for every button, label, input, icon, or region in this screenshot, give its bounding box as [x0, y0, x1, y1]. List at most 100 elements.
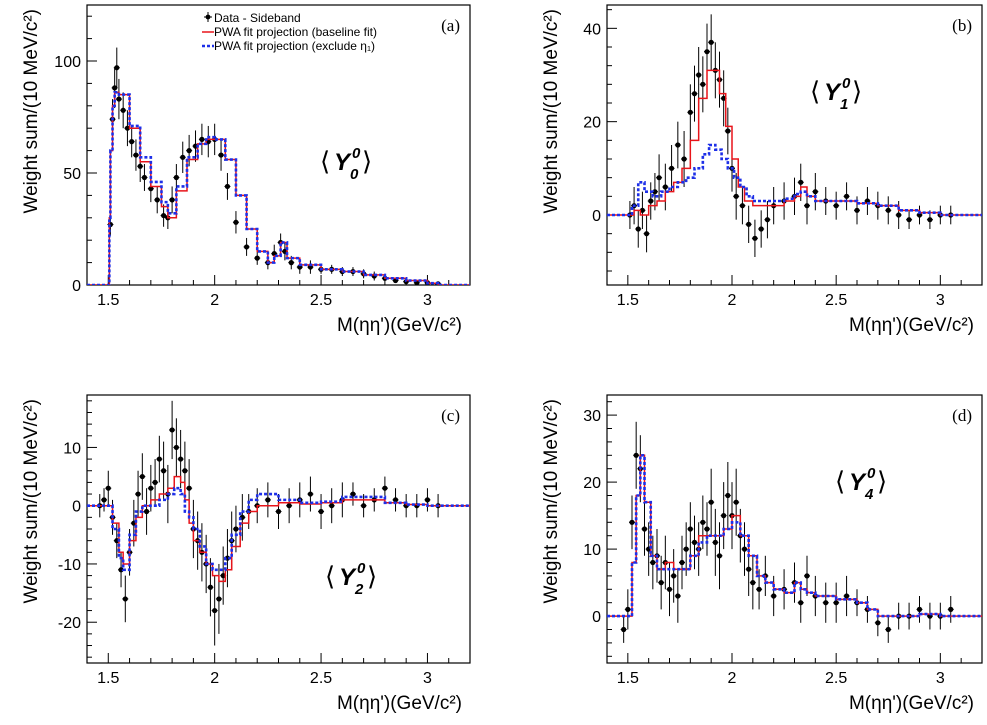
- data-point: [687, 109, 693, 115]
- data-point: [875, 620, 881, 626]
- y-axis-label: Weight sum/(10 MeV/c²): [21, 399, 42, 603]
- data-point: [633, 452, 639, 458]
- data-point: [650, 559, 656, 566]
- y-axis-label: Weight sum/(10 MeV/c²): [541, 9, 562, 213]
- x-axis-label: M(ηη')(GeV/c²): [337, 315, 462, 336]
- y-tick-label: 0: [72, 499, 81, 516]
- x-tick-label: 2: [210, 292, 219, 309]
- angle-bracket-right: ⟩: [877, 467, 887, 497]
- moment-subscript: 4: [864, 486, 874, 503]
- data-point: [635, 226, 641, 232]
- moment-superscript: 0: [357, 560, 366, 577]
- data-point: [207, 584, 214, 590]
- data-point: [752, 235, 758, 241]
- data-point: [233, 526, 239, 532]
- y-tick-label: 20: [583, 115, 601, 132]
- data-point: [218, 152, 224, 158]
- angle-bracket-left: ⟨: [810, 77, 820, 107]
- data-point: [679, 559, 685, 566]
- angle-bracket-right: ⟩: [362, 147, 372, 177]
- data-point: [156, 456, 162, 462]
- x-axis-label: M(ηη')(GeV/c²): [337, 693, 462, 714]
- angle-bracket-right: ⟩: [852, 77, 862, 107]
- data-point: [885, 626, 891, 633]
- data-point: [361, 503, 367, 509]
- data-point: [671, 573, 677, 579]
- y-axis-label: Weight sum/(10 MeV/c²): [21, 9, 42, 213]
- moment-superscript: 0: [867, 465, 876, 482]
- data-point: [733, 499, 739, 505]
- data-point: [621, 626, 627, 633]
- plot-frame: [606, 394, 983, 664]
- x-tick-label: 2.5: [310, 292, 332, 309]
- data-point: [843, 193, 850, 199]
- data-point: [148, 186, 154, 192]
- data-point: [629, 519, 635, 525]
- data-point: [681, 156, 687, 162]
- data-point: [708, 499, 714, 505]
- data-point: [161, 212, 167, 219]
- data-point: [288, 260, 294, 266]
- data-point: [798, 600, 804, 606]
- data-point: [186, 485, 192, 491]
- legend-entry: PWA fit projection (baseline fit): [214, 25, 377, 39]
- data-point: [741, 546, 748, 552]
- data-point: [169, 197, 175, 203]
- data-point: [135, 491, 141, 497]
- y-tick-label: 10: [583, 542, 601, 559]
- data-point: [224, 183, 231, 190]
- data-point: [118, 567, 124, 573]
- x-tick-label: 2: [210, 670, 219, 687]
- data-point: [143, 508, 150, 515]
- fit-curve-exclude-eta1: [87, 91, 470, 285]
- x-tick-label: 2.5: [825, 292, 847, 309]
- y-tick-label: 0: [592, 208, 601, 225]
- moment-symbol: Y: [339, 564, 357, 591]
- data-point: [725, 492, 731, 499]
- data-point: [712, 539, 718, 546]
- data-point: [424, 497, 431, 503]
- moment-symbol: Y: [824, 79, 842, 106]
- panel-label: (d): [952, 406, 972, 425]
- data-point: [746, 221, 752, 227]
- data-point: [133, 152, 139, 158]
- data-point: [152, 479, 158, 485]
- moment-symbol: Y: [334, 149, 352, 176]
- data-point: [662, 184, 668, 190]
- data-point: [129, 139, 135, 145]
- data-point: [656, 175, 662, 181]
- data-point: [700, 81, 706, 87]
- fit-curve-exclude-eta1: [607, 454, 982, 618]
- moment-subscript: 2: [354, 581, 364, 598]
- y-tick-label: 0: [72, 278, 81, 295]
- plot-area: [87, 400, 470, 646]
- data-point: [843, 593, 850, 599]
- data-point: [675, 593, 681, 599]
- angle-bracket-left: ⟨: [325, 562, 335, 592]
- data-point: [854, 207, 860, 213]
- moment-label: ⟨ Y 0 2 ⟩: [325, 560, 377, 598]
- data-point: [120, 107, 126, 113]
- moment-symbol: Y: [849, 469, 867, 496]
- data-point: [212, 607, 218, 614]
- data-point: [666, 586, 673, 592]
- data-point: [804, 203, 810, 209]
- y-tick-label: 100: [54, 54, 81, 71]
- data-point: [233, 219, 239, 225]
- data-point: [823, 600, 829, 606]
- data-point: [154, 197, 160, 203]
- y-tick-label: -10: [58, 557, 81, 574]
- x-tick-label: 1.5: [617, 292, 639, 309]
- data-point: [186, 148, 192, 154]
- y-tick-label: 20: [583, 475, 601, 492]
- data-point: [833, 600, 839, 606]
- moment-label: ⟨ Y 0 0 ⟩: [320, 145, 372, 183]
- data-point: [286, 503, 292, 509]
- data-point: [758, 226, 764, 232]
- data-point: [254, 255, 260, 261]
- moment-label: ⟨ Y 0 4 ⟩: [835, 465, 887, 503]
- legend-marker-point: [205, 14, 211, 20]
- legend-entry: Data - Sideband: [214, 11, 301, 25]
- data-point: [716, 553, 723, 559]
